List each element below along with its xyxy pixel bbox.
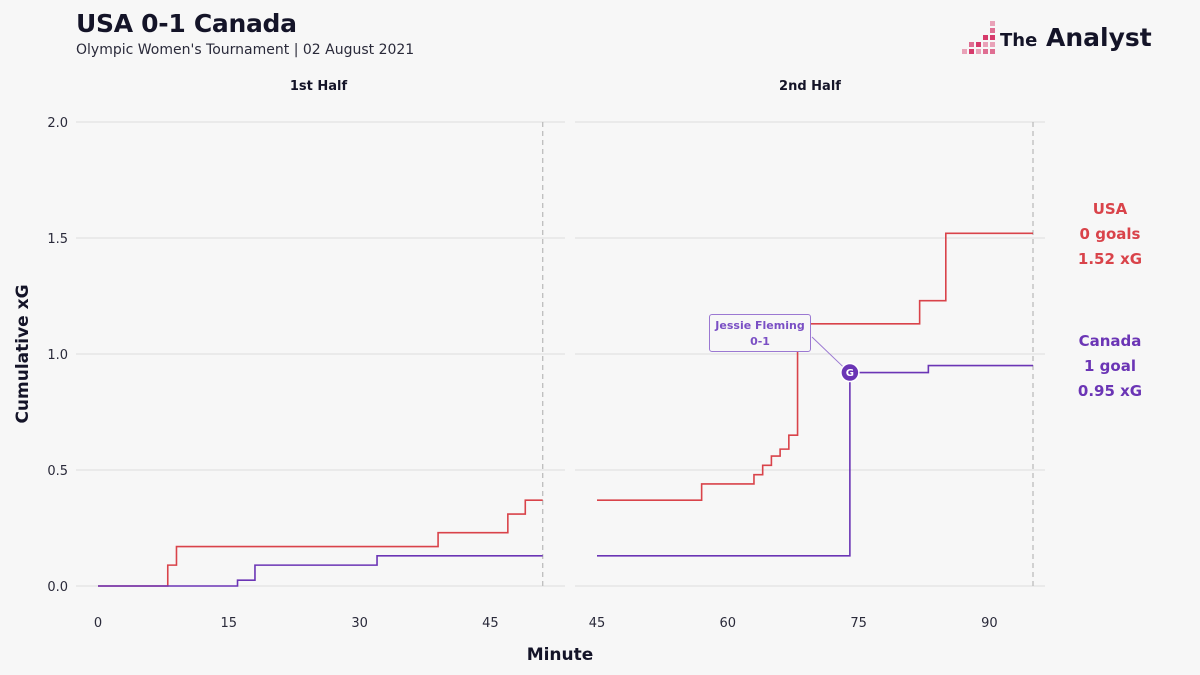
- logo-square: [983, 35, 988, 40]
- ticks-layer: 0.0 0.5 1.0 1.5 2.0 0 15 30 45 45 60 75 90: [47, 116, 997, 631]
- x-tick-label: 45: [482, 616, 499, 631]
- series-line-usa-1: [98, 499, 543, 587]
- logo-square: [990, 28, 995, 33]
- logo-square: [976, 49, 981, 54]
- usa-name: USA: [1092, 200, 1128, 218]
- y-tick-label: 2.0: [47, 116, 68, 131]
- logo-square: [962, 49, 967, 54]
- brand-logo-the: The: [1000, 30, 1038, 51]
- usa-xg: 1.52 xG: [1077, 250, 1143, 268]
- chart-subtitle: Olympic Women's Tournament | 02 August 2…: [76, 42, 415, 58]
- logo-square: [990, 21, 995, 26]
- x-tick-label: 60: [720, 616, 737, 631]
- logo-square: [976, 42, 981, 47]
- goal-annotation-connector: [811, 336, 844, 367]
- goal-scorer: Jessie Fleming: [715, 319, 805, 332]
- y-axis-title: Cumulative xG: [13, 284, 33, 423]
- y-tick-label: 0.0: [47, 580, 68, 595]
- x-tick-label: 30: [351, 616, 368, 631]
- canada-name: Canada: [1078, 332, 1142, 350]
- x-tick-label: 90: [981, 616, 998, 631]
- usa-goals: 0 goals: [1079, 225, 1141, 243]
- y-tick-label: 0.5: [47, 464, 68, 479]
- logo-square: [969, 49, 974, 54]
- y-tick-label: 1.5: [47, 232, 68, 247]
- logo-square: [983, 49, 988, 54]
- facet-label-1st-half: 1st Half: [290, 79, 348, 94]
- x-tick-label: 45: [589, 616, 606, 631]
- canada-goals: 1 goal: [1084, 357, 1136, 375]
- goal-marker: [840, 362, 860, 383]
- goal-annotation: Jessie Fleming 0-1: [709, 314, 811, 352]
- logo-square: [983, 42, 988, 47]
- logo-square: [990, 42, 995, 47]
- usa-summary: USA 0 goals 1.52 xG: [1040, 197, 1180, 272]
- logo-square: [969, 42, 974, 47]
- goal-marker-label: G: [846, 368, 854, 379]
- x-tick-label: 0: [94, 616, 102, 631]
- gridlines: [76, 121, 1045, 587]
- logo-square: [990, 35, 995, 40]
- canada-summary: Canada 1 goal 0.95 xG: [1040, 329, 1180, 404]
- y-tick-label: 1.0: [47, 348, 68, 363]
- analyst-logo-icon: [962, 21, 995, 54]
- logo-square: [990, 49, 995, 54]
- chart-title: USA 0-1 Canada: [76, 9, 297, 38]
- goal-layer: G: [811, 336, 860, 383]
- series-line-canada-2: [597, 364, 1033, 557]
- x-axis-title: Minute: [527, 645, 594, 665]
- series-line-canada-1: [98, 555, 543, 587]
- brand-logo-text: The Analyst: [1000, 23, 1152, 52]
- canada-xg: 0.95 xG: [1077, 382, 1143, 400]
- x-tick-label: 75: [850, 616, 867, 631]
- brand-logo-analyst: Analyst: [1046, 23, 1152, 52]
- x-tick-label: 15: [221, 616, 238, 631]
- series-line-usa-2: [597, 232, 1033, 501]
- facet-label-2nd-half: 2nd Half: [779, 79, 841, 94]
- series-layer: [98, 232, 1033, 587]
- goal-score: 0-1: [750, 335, 770, 348]
